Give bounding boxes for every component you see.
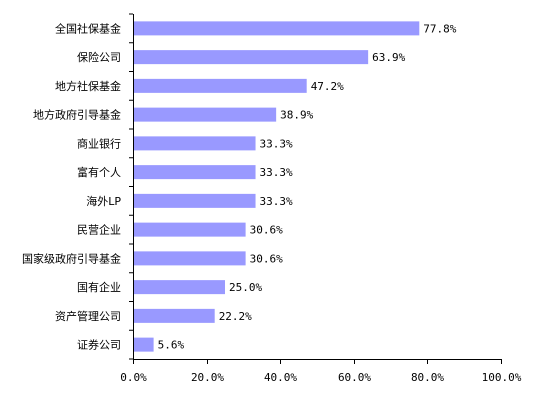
- category-label: 海外LP: [86, 194, 121, 208]
- x-tick-label: 40.0%: [264, 371, 297, 384]
- axes-group: [129, 13, 502, 364]
- category-label: 商业银行: [77, 136, 121, 150]
- value-label: 22.2%: [219, 310, 252, 323]
- value-label: 33.3%: [260, 137, 293, 150]
- category-label: 保险公司: [77, 50, 121, 64]
- value-label: 38.9%: [280, 109, 313, 122]
- x-tick-label: 80.0%: [411, 371, 444, 384]
- category-label: 地方社保基金: [55, 79, 121, 93]
- bar: [134, 136, 256, 151]
- bar: [134, 251, 246, 266]
- bar: [134, 193, 256, 208]
- value-label: 77.8%: [423, 22, 456, 35]
- value-label: 33.3%: [260, 195, 293, 208]
- category-label: 资产管理公司: [55, 309, 121, 323]
- x-tick-label: 20.0%: [191, 371, 224, 384]
- bar: [134, 21, 420, 36]
- category-label: 民营企业: [77, 223, 121, 237]
- value-labels-group: 77.8% 63.9% 47.2% 38.9% 33.3% 33.3% 33.3% 30.6%…: [158, 22, 457, 351]
- value-label: 5.6%: [158, 339, 185, 352]
- category-label: 证券公司: [77, 338, 121, 352]
- tick-labels-group: 0.0% 20.0% 40.0% 60.0% 80.0% 100.0%: [120, 371, 521, 384]
- bars-group: [134, 21, 420, 352]
- bar: [134, 107, 277, 122]
- category-label: 富有个人: [77, 165, 121, 179]
- value-label: 33.3%: [260, 166, 293, 179]
- category-label: 国有企业: [77, 280, 121, 294]
- value-label: 25.0%: [229, 281, 262, 294]
- value-label: 47.2%: [311, 80, 344, 93]
- category-label: 全国社保基金: [55, 21, 121, 35]
- x-tick-label: 0.0%: [120, 371, 147, 384]
- bar: [134, 222, 246, 237]
- bar: [134, 280, 225, 295]
- x-tick-label: 60.0%: [338, 371, 371, 384]
- category-label: 国家级政府引导基金: [22, 251, 121, 265]
- value-label: 30.6%: [250, 252, 283, 265]
- bar: [134, 165, 256, 180]
- bar: [134, 78, 307, 93]
- value-label: 30.6%: [250, 224, 283, 237]
- bar: [134, 50, 369, 65]
- bar: [134, 337, 154, 352]
- value-label: 63.9%: [372, 51, 405, 64]
- category-label: 地方政府引导基金: [33, 108, 121, 122]
- bar: [134, 308, 215, 323]
- x-tick-label: 100.0%: [482, 371, 522, 384]
